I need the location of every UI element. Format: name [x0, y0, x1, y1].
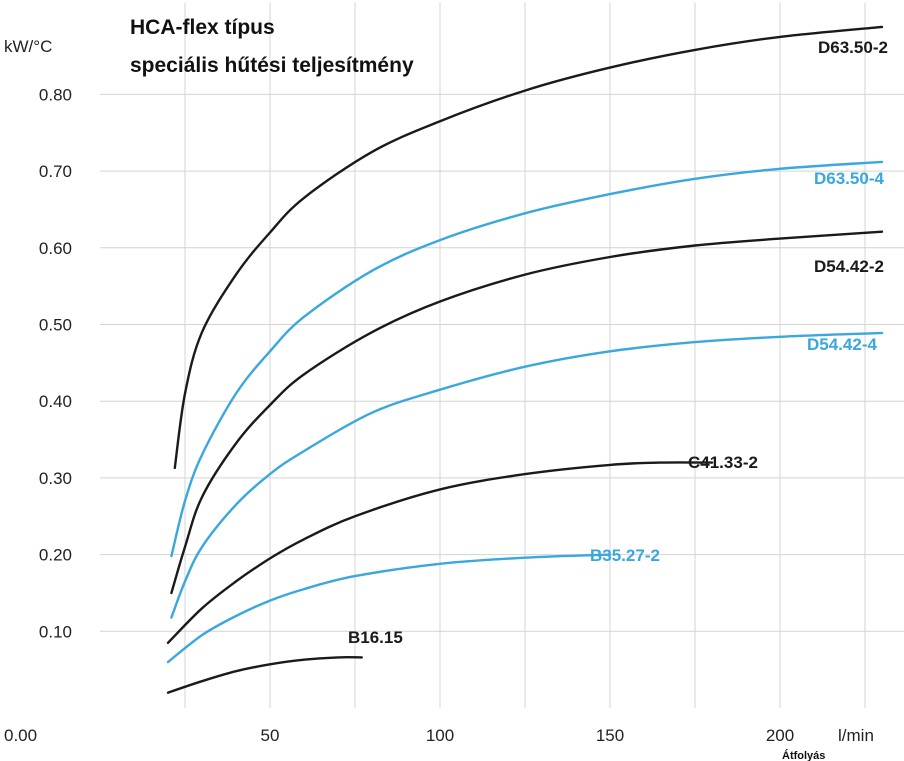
y-tick-label: 0.20 — [39, 546, 72, 565]
series-curves — [166, 25, 884, 694]
series-label-d63-50-4: D63.50-4 — [814, 169, 884, 188]
series-line-b35-27-2 — [166, 553, 612, 664]
series-line-d54-42-2 — [170, 230, 884, 595]
series-line-c41-33-2 — [166, 461, 714, 644]
x-tick-label: 100 — [426, 726, 454, 745]
series-label-d54-42-4: D54.42-4 — [807, 335, 877, 354]
y-tick-label: 0.60 — [39, 239, 72, 258]
y-tick-label: 0.10 — [39, 622, 72, 641]
x-tick-labels: 0.00 50 100 150 200 — [4, 726, 794, 745]
series-line-d63-50-2 — [173, 25, 884, 470]
series-line-b16-15 — [166, 656, 363, 694]
x-tick-label: 200 — [766, 726, 794, 745]
chart-title-line-2: speciális hűtési teljesítmény — [130, 54, 414, 77]
series-line-d54-42-4 — [170, 331, 884, 619]
series-line-d63-50-4 — [170, 160, 884, 558]
y-tick-label: 0.80 — [39, 85, 72, 104]
y-tick-labels: 0.10 0.20 0.30 0.40 0.50 0.60 0.70 0.80 — [39, 85, 72, 641]
x-axis-label: Átfolyás — [782, 749, 825, 761]
series-label-d54-42-2: D54.42-2 — [814, 257, 884, 276]
x-tick-label: 0.00 — [4, 726, 37, 745]
series-label-c41-33-2: C41.33-2 — [688, 453, 758, 472]
y-tick-label: 0.40 — [39, 392, 72, 411]
x-axis-unit-label: l/min — [838, 726, 874, 745]
y-tick-label: 0.30 — [39, 469, 72, 488]
x-tick-label: 50 — [261, 726, 280, 745]
y-tick-label: 0.50 — [39, 316, 72, 335]
series-labels: D63.50-2 D63.50-4 D54.42-2 D54.42-4 C41.33-2… — [348, 38, 888, 647]
series-label-b35-27-2: B35.27-2 — [590, 546, 660, 565]
y-tick-label: 0.70 — [39, 162, 72, 181]
series-label-d63-50-2: D63.50-2 — [818, 38, 888, 57]
grid — [100, 2, 904, 708]
x-tick-label: 150 — [596, 726, 624, 745]
y-axis-label: kW/°C — [4, 37, 52, 56]
series-label-b16-15: B16.15 — [348, 628, 403, 647]
chart-title-line-1: HCA-flex típus — [130, 16, 275, 39]
